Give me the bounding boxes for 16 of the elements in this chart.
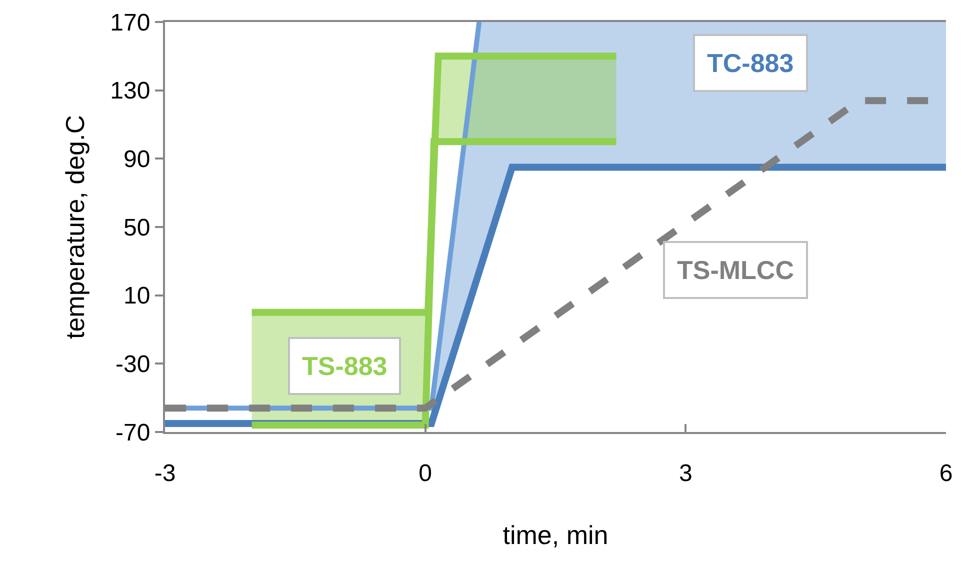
y-tick-label: -70: [116, 419, 150, 446]
x-tick-label: 0: [418, 460, 432, 487]
y-tick-label: -30: [116, 351, 150, 378]
text: TC-883: [707, 48, 794, 78]
series-label: TS-MLCC: [677, 255, 794, 285]
y-tick-label: 10: [123, 282, 150, 310]
y-tick-label: 90: [123, 146, 150, 174]
y-tick-label: 130: [110, 78, 150, 105]
x-tick-label: 3: [678, 460, 692, 487]
series-label: TS-883: [302, 351, 388, 381]
y-tick-label: 50: [123, 214, 150, 242]
y-axis-title: temperature, deg.C: [60, 114, 90, 340]
y-tick-label: 170: [110, 9, 150, 36]
x-tick-label: -3: [154, 460, 176, 487]
x-tick-label: 6: [939, 460, 953, 487]
x-axis-title: time, min: [502, 520, 608, 550]
